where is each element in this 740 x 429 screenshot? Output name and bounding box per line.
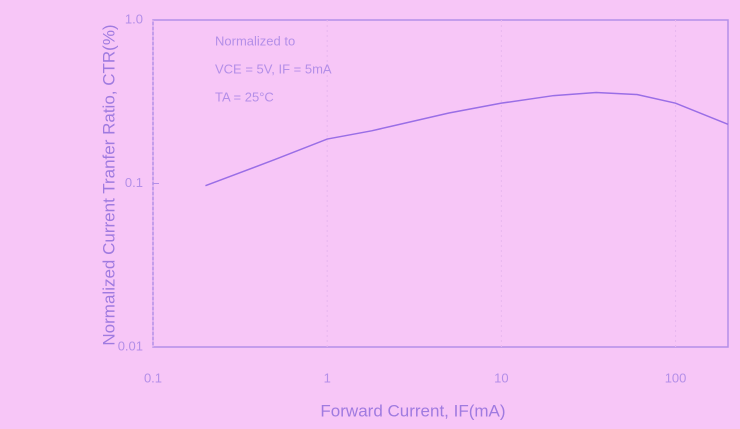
x-tick-label: 0.1 <box>144 370 162 385</box>
annotation: Normalized to <box>215 33 295 48</box>
x-tick-label: 1 <box>324 370 331 385</box>
y-tick-label: 0.01 <box>118 338 143 353</box>
x-axis-title: Forward Current, IF(mA) <box>320 401 505 420</box>
x-tick-label: 10 <box>494 370 508 385</box>
y-tick-label: 1.0 <box>125 11 143 26</box>
y-axis-title: Normalized Current Tranfer Ratio, CTR(%) <box>99 24 118 345</box>
x-tick-label: 100 <box>665 370 687 385</box>
y-tick-label: 0.1 <box>125 175 143 190</box>
annotation: TA = 25°C <box>215 89 274 104</box>
line <box>205 91 729 187</box>
annotation: VCE = 5V, IF = 5mA <box>215 61 332 76</box>
